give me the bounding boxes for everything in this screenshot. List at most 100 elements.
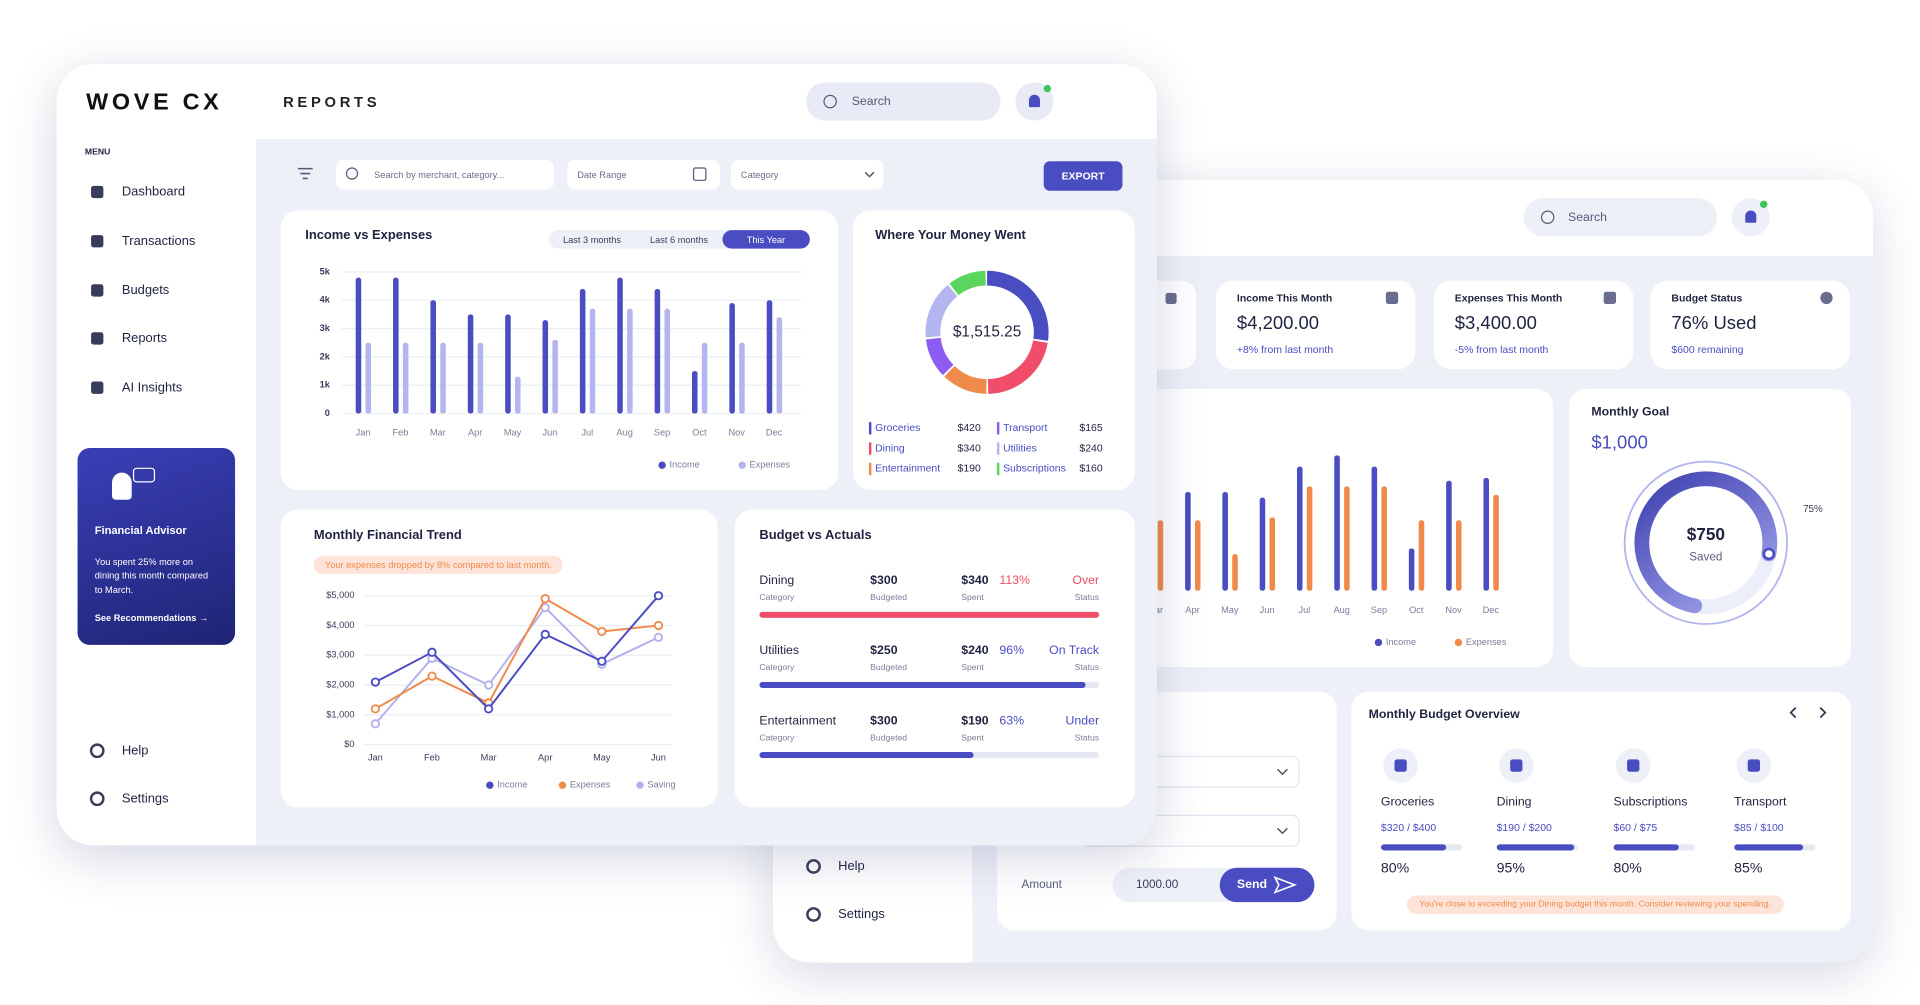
nav-icon bbox=[91, 283, 104, 297]
progress-bar bbox=[1734, 844, 1804, 851]
label: Utilities bbox=[759, 644, 800, 658]
label: Help bbox=[838, 859, 865, 874]
label: 63% bbox=[999, 714, 1025, 728]
nav-icon bbox=[91, 332, 104, 346]
label: Budgeted bbox=[870, 734, 908, 743]
label: Under bbox=[1065, 714, 1100, 728]
nav-icon bbox=[91, 381, 104, 395]
progress-bar bbox=[759, 681, 1086, 688]
label: Search bbox=[851, 95, 891, 109]
search-icon bbox=[1540, 210, 1555, 224]
label: $4,200.00 bbox=[1236, 313, 1320, 335]
send-button[interactable]: Send bbox=[1219, 867, 1315, 903]
advisor-avatar bbox=[111, 472, 132, 500]
label: -5% from last month bbox=[1454, 343, 1549, 356]
label: $3,400.00 bbox=[1454, 313, 1537, 335]
stat-icon bbox=[1603, 291, 1616, 304]
label: Budgets bbox=[121, 282, 170, 298]
label: 76% Used bbox=[1671, 313, 1757, 335]
stat-icon bbox=[1820, 291, 1833, 304]
label: Category bbox=[759, 734, 795, 743]
insight-banner: Your expenses dropped by 8% compared to … bbox=[313, 555, 563, 575]
label: Budget Status bbox=[1671, 291, 1743, 304]
label: Last 6 months bbox=[650, 233, 708, 245]
nav-item[interactable]: Dashboard bbox=[84, 178, 244, 205]
category-glyph bbox=[1394, 759, 1407, 772]
nav-item[interactable]: Budgets bbox=[84, 276, 244, 303]
header bbox=[255, 63, 1157, 140]
progress-track bbox=[759, 611, 1100, 618]
label: $240 bbox=[961, 644, 989, 658]
next-button[interactable] bbox=[1815, 708, 1830, 723]
tab[interactable]: This Year bbox=[722, 230, 810, 249]
chart-title: Monthly Financial Trend bbox=[313, 527, 462, 543]
label: AI Insights bbox=[121, 380, 183, 396]
advisor-card[interactable]: Financial Advisor You spent 25% more on d… bbox=[77, 447, 236, 645]
nav-icon bbox=[89, 743, 105, 759]
stat-icon bbox=[1385, 291, 1399, 304]
label: Category bbox=[740, 169, 779, 181]
label: Reports bbox=[121, 331, 168, 347]
tab[interactable]: Last 6 months bbox=[636, 230, 723, 248]
label: Last 3 months bbox=[563, 233, 621, 245]
label: $60 / $75 bbox=[1613, 820, 1658, 834]
search-box[interactable] bbox=[1523, 198, 1717, 237]
filter-search[interactable]: Search by merchant, category... bbox=[335, 159, 554, 190]
label: $1,000 bbox=[1591, 432, 1648, 454]
search-icon bbox=[345, 167, 359, 180]
label: $85 / $100 bbox=[1734, 820, 1784, 834]
advisor-text: You spent 25% more on dining this month … bbox=[94, 556, 209, 596]
nav-item[interactable]: Transactions bbox=[84, 227, 244, 254]
label: Status bbox=[1074, 663, 1100, 673]
tab[interactable]: Last 3 months bbox=[549, 230, 636, 248]
nav-item[interactable]: Settings bbox=[81, 785, 229, 812]
label: $300 bbox=[870, 714, 898, 728]
label: $250 bbox=[870, 644, 898, 658]
stat-card: Expenses This Month $3,400.00 -5% from las… bbox=[1433, 280, 1634, 370]
goal-card: Monthly Goal $1,000 bbox=[1569, 388, 1852, 668]
label: 95% bbox=[1496, 861, 1525, 877]
label: This Year bbox=[746, 233, 786, 245]
progress-track bbox=[1734, 844, 1816, 851]
label: 1000.00 bbox=[1135, 878, 1179, 892]
label: Dining bbox=[1496, 795, 1532, 810]
label: Spent bbox=[961, 734, 984, 743]
category-glyph bbox=[1510, 759, 1523, 772]
label: Send bbox=[1236, 878, 1268, 892]
stat-card: Income This Month $4,200.00 +8% from last … bbox=[1215, 280, 1416, 370]
label: Subscriptions bbox=[1613, 795, 1688, 810]
label: $600 remaining bbox=[1671, 343, 1744, 356]
label: Entertainment bbox=[759, 714, 837, 728]
filter-button[interactable] bbox=[297, 166, 314, 181]
label: Dashboard bbox=[121, 184, 186, 200]
label: Status bbox=[1074, 734, 1100, 743]
label: Income This Month bbox=[1236, 291, 1333, 304]
nav-icon bbox=[91, 234, 104, 248]
nav-item[interactable]: AI Insights bbox=[84, 374, 244, 401]
search-icon bbox=[823, 94, 837, 109]
label: EXPORT bbox=[1061, 169, 1105, 183]
date-range[interactable]: Date Range bbox=[567, 159, 720, 190]
progress-bar bbox=[1380, 844, 1446, 851]
label: Transport bbox=[1734, 795, 1787, 810]
export-button[interactable]: EXPORT bbox=[1043, 161, 1123, 191]
label: Budgeted bbox=[870, 663, 908, 673]
nav-item[interactable]: Reports bbox=[84, 325, 244, 352]
nav-item[interactable]: Help bbox=[798, 853, 946, 880]
stat-icon bbox=[1165, 292, 1177, 304]
label: 80% bbox=[1613, 861, 1642, 877]
chart-title: Where Your Money Went bbox=[875, 227, 1026, 243]
search-box[interactable] bbox=[806, 82, 1001, 121]
label: Date Range bbox=[577, 169, 627, 181]
page-title: REPORTS bbox=[283, 93, 381, 111]
category-select[interactable]: Category bbox=[731, 159, 884, 190]
label: Help bbox=[121, 743, 149, 759]
label: Settings bbox=[121, 791, 169, 807]
nav-item[interactable]: Help bbox=[81, 737, 229, 764]
progress-bar bbox=[1613, 844, 1679, 851]
prev-button[interactable] bbox=[1787, 708, 1802, 723]
nav-item[interactable]: Settings bbox=[798, 901, 946, 928]
label: 80% bbox=[1380, 861, 1410, 877]
label: MENU bbox=[84, 148, 111, 157]
progress-track bbox=[1496, 844, 1578, 851]
